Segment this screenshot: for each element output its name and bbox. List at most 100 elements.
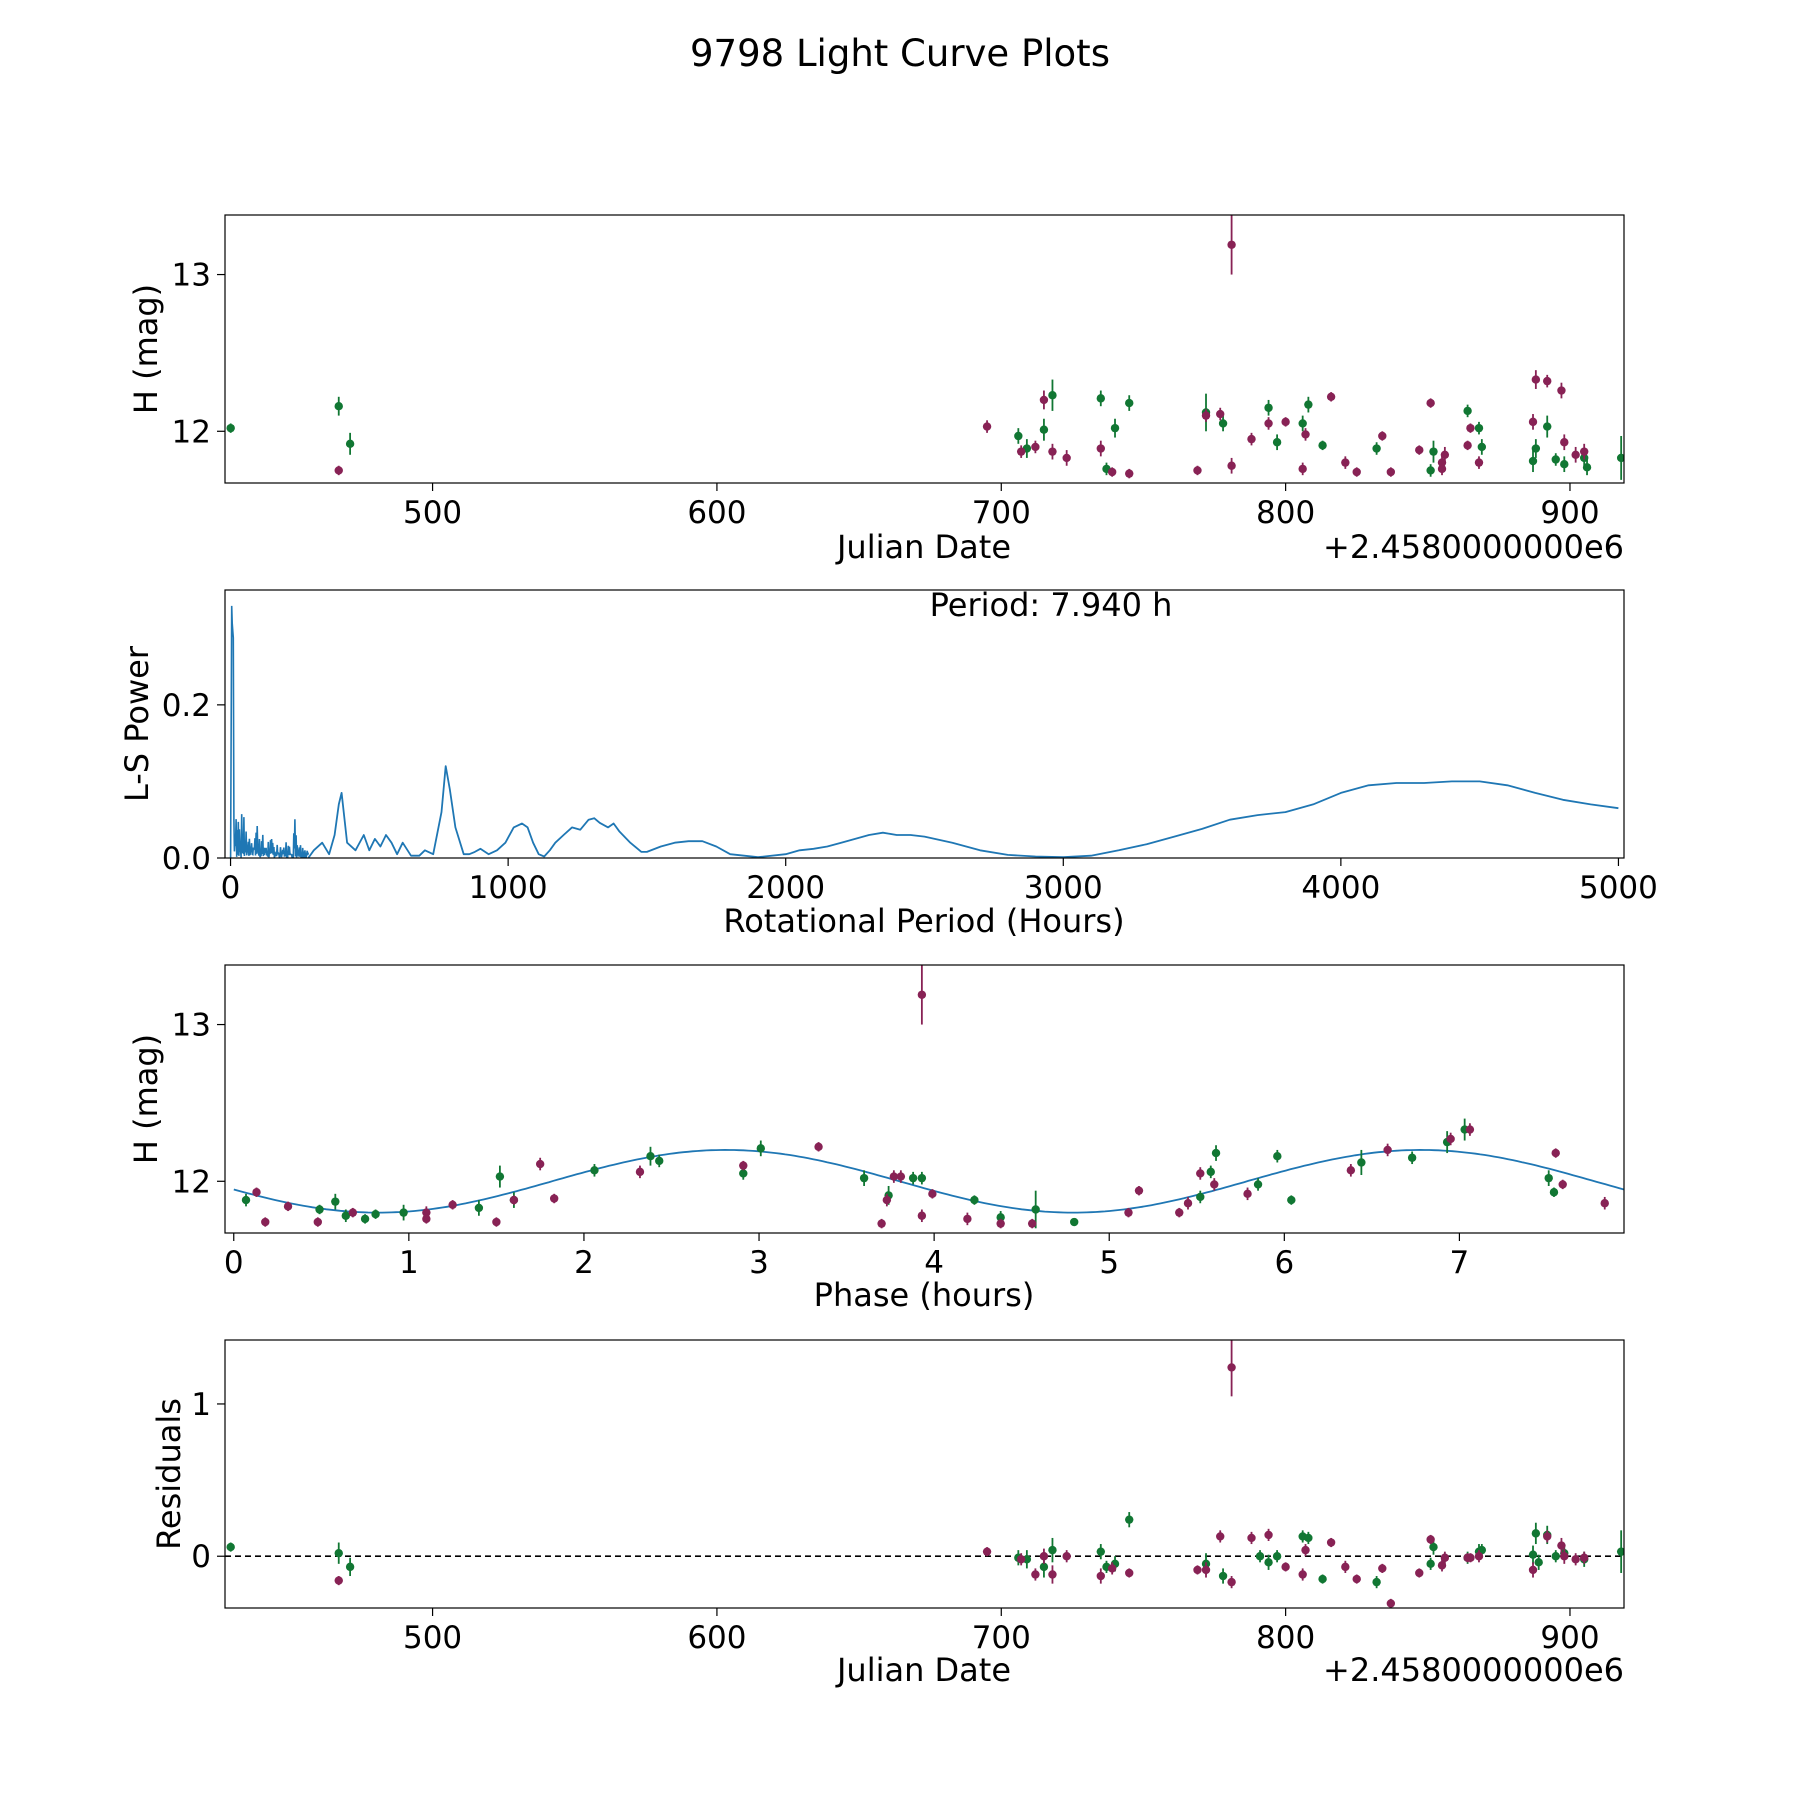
filter-r-point xyxy=(1298,1570,1307,1579)
periodogram-xtick-label: 5000 xyxy=(1579,870,1658,906)
filter-g-point xyxy=(1206,1167,1215,1177)
filter-r-point xyxy=(252,1188,261,1197)
filter-r-point xyxy=(1352,467,1361,477)
residuals-xtick-label: 500 xyxy=(403,1620,462,1656)
phased-xtick-label: 4 xyxy=(924,1245,944,1281)
filter-g-point xyxy=(590,1166,599,1175)
filter-g-point xyxy=(1272,1552,1282,1561)
residuals-data-layer xyxy=(225,1340,1624,1608)
filter-r-point xyxy=(492,1217,501,1227)
filter-r-point xyxy=(982,422,992,431)
filter-r-point xyxy=(1216,1532,1225,1541)
periodogram-ylabel: L-S Power xyxy=(118,645,156,802)
phased-data-layer xyxy=(233,965,1624,1229)
filter-g-point xyxy=(226,1542,235,1552)
filter-r-point xyxy=(1107,467,1117,477)
filter-r-point xyxy=(1466,1553,1475,1562)
filter-r-point xyxy=(1579,1553,1589,1562)
filter-r-point xyxy=(1383,1145,1392,1155)
filter-g-point xyxy=(970,1195,979,1205)
residuals-ylabel: Residuals xyxy=(150,1398,188,1550)
filter-r-point xyxy=(1579,447,1589,456)
filter-r-point xyxy=(1298,464,1307,474)
filter-r-point xyxy=(1183,1199,1193,1208)
lightcurve-offset-text: +2.4580000000e6 xyxy=(1323,528,1624,566)
filter-g-point xyxy=(495,1172,505,1181)
filter-g-point xyxy=(908,1173,918,1183)
filter-g-point xyxy=(360,1214,370,1224)
filter-g-point xyxy=(334,402,343,411)
filter-r-point xyxy=(1039,1552,1049,1561)
filter-g-point xyxy=(1070,1217,1079,1227)
residuals-xtick-label: 800 xyxy=(1256,1620,1315,1656)
phased-ytick-label: 12 xyxy=(172,1164,211,1200)
filter-r-point xyxy=(635,1167,645,1177)
sinusoid-model-curve xyxy=(233,1148,1624,1214)
filter-r-point xyxy=(1551,1148,1560,1158)
periodogram-panel: Period: 7.940 h Rotational Period (Hours… xyxy=(118,586,1658,940)
filter-g-point xyxy=(1357,1158,1366,1167)
lightcurve-xtick-label: 700 xyxy=(972,495,1031,531)
filter-r-point xyxy=(1352,1574,1361,1584)
filter-r-point xyxy=(1227,1577,1236,1587)
filter-r-point xyxy=(1124,1208,1133,1217)
filter-g-point xyxy=(1544,1173,1553,1183)
filter-g-point xyxy=(1528,456,1538,466)
periodogram-xtick-label: 1000 xyxy=(469,870,548,906)
filter-g-point xyxy=(1551,1552,1560,1561)
filter-r-point xyxy=(1016,1555,1026,1564)
filter-g-point xyxy=(1429,447,1438,456)
filter-r-point xyxy=(1193,1565,1202,1575)
filter-r-point xyxy=(1096,444,1105,453)
filter-r-point xyxy=(1341,458,1350,467)
filter-r-point xyxy=(1378,1564,1387,1573)
filter-g-point xyxy=(241,1195,251,1205)
phased-xtick-label: 6 xyxy=(1274,1245,1294,1281)
lightcurve-xtick-label: 500 xyxy=(403,495,462,531)
filter-r-point xyxy=(1125,469,1134,478)
period-annotation: Period: 7.940 h xyxy=(930,586,1173,624)
filter-r-point xyxy=(917,990,927,999)
filter-r-point xyxy=(1201,411,1211,420)
filter-r-point xyxy=(889,1172,899,1181)
filter-r-point xyxy=(1031,1570,1040,1579)
lightcurve-xtick-label: 600 xyxy=(687,495,746,531)
phased-axes-frame xyxy=(224,964,1625,1234)
filter-r-point xyxy=(739,1161,748,1170)
filter-g-point xyxy=(1531,444,1541,453)
filter-g-point xyxy=(1264,403,1273,412)
filter-g-point xyxy=(1031,1205,1040,1214)
filter-r-point xyxy=(1426,1535,1435,1544)
residuals-ytick-label: 1 xyxy=(191,1387,211,1423)
filter-r-point xyxy=(963,1214,972,1224)
filter-r-point xyxy=(1326,1538,1336,1547)
filter-r-point xyxy=(1247,1533,1256,1543)
lightcurve-axes-frame xyxy=(224,214,1625,484)
filter-g-point xyxy=(1096,1547,1105,1556)
phased-xtick-label: 1 xyxy=(399,1245,419,1281)
filter-r-point xyxy=(1016,447,1026,456)
filter-r-point xyxy=(1247,434,1256,444)
filter-r-point xyxy=(1474,1552,1484,1561)
filter-g-point xyxy=(371,1209,380,1219)
filter-r-point xyxy=(917,1211,927,1220)
filter-r-point xyxy=(1571,450,1580,459)
periodogram-ytick-label: 0.0 xyxy=(162,841,211,877)
filter-r-point xyxy=(1227,240,1236,249)
filter-g-point xyxy=(334,1548,343,1558)
filter-g-point xyxy=(1096,394,1105,403)
filter-g-point xyxy=(1039,1562,1049,1572)
filter-r-point xyxy=(982,1547,992,1556)
filter-r-point xyxy=(1543,1532,1552,1541)
lightcurve-data-layer xyxy=(226,215,1624,480)
filter-r-point xyxy=(313,1217,322,1227)
filter-r-point xyxy=(1415,445,1424,455)
phased-xlabel: Phase (hours) xyxy=(814,1276,1035,1314)
filter-g-point xyxy=(315,1205,324,1214)
phased-xtick-label: 2 xyxy=(574,1245,594,1281)
filter-g-point xyxy=(1196,1192,1205,1202)
filter-r-point xyxy=(996,1219,1005,1228)
filter-r-point xyxy=(1557,386,1566,395)
filter-g-point xyxy=(399,1208,408,1217)
filter-g-point xyxy=(1531,1529,1541,1538)
